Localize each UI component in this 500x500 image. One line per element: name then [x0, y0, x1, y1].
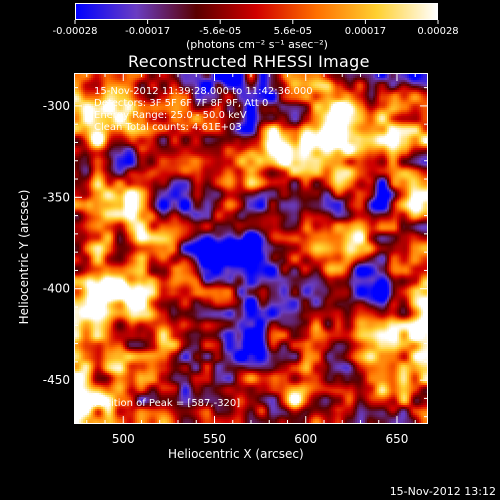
y-axis-label: Heliocentric Y (arcsec): [17, 189, 31, 325]
annotation-detectors: Detectors: 3F 5F 6F 7F 8F 9F, Att 0: [94, 98, 269, 109]
colorbar-unit-label: (photons cm⁻² s⁻¹ asec⁻²): [186, 38, 328, 51]
heatmap-image: [75, 74, 427, 423]
colorbar-axis: [74, 20, 439, 24]
y-tick-label: -400: [43, 282, 70, 296]
annotation-time-range: 15-Nov-2012 11:39:28.000 to 11:42:36.000: [94, 86, 313, 97]
x-tick-label: 500: [112, 432, 135, 446]
x-axis-label: Heliocentric X (arcsec): [168, 447, 304, 461]
chart-title: Reconstructed RHESSI Image: [128, 52, 370, 71]
timestamp: 15-Nov-2012 13:12: [389, 485, 496, 498]
colorbar-tick-label: -0.00017: [125, 26, 171, 37]
y-tick-label: -450: [43, 373, 70, 387]
y-tick-label: -350: [43, 190, 70, 204]
colorbar-tick-label: 0.00017: [344, 26, 387, 37]
x-tick-label: 600: [294, 432, 317, 446]
annotation-energy: Energy Range: 25.0 - 50.0 keV: [94, 110, 247, 121]
x-tick-label: 550: [203, 432, 226, 446]
y-tick-label: -300: [43, 99, 70, 113]
annotation-clean: Clean Total counts: 4.61E+03: [94, 122, 242, 133]
colorbar-tick-label: 0.00028: [417, 26, 459, 37]
colorbar-tick-label: -0.00028: [52, 26, 98, 37]
colorbar-tick-label: 5.6e-05: [273, 26, 312, 37]
colorbar: [75, 3, 438, 20]
annotation-peak-position: Position of Peak = [587,-320]: [94, 398, 241, 409]
x-tick-label: 650: [386, 432, 409, 446]
colorbar-tick-label: -5.6e-05: [199, 26, 242, 37]
